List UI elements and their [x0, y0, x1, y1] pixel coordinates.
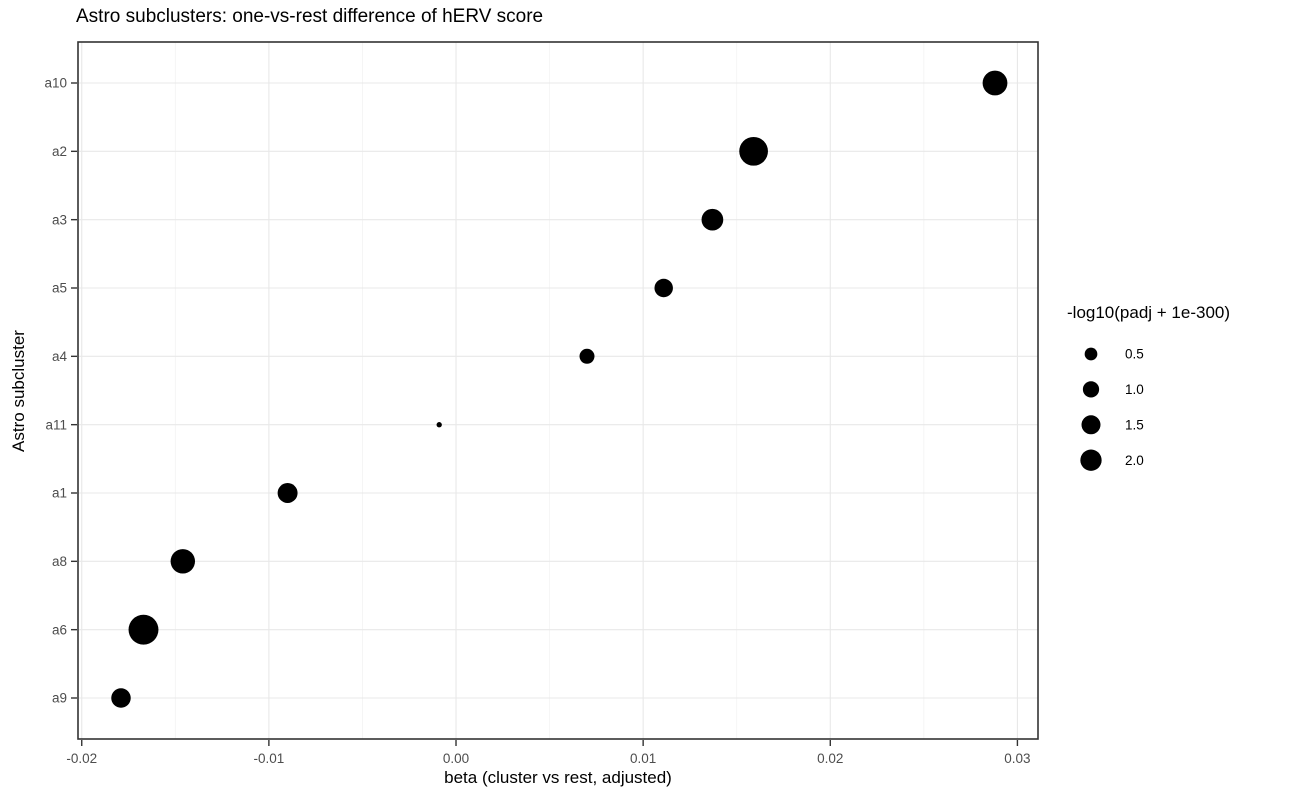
y-tick-label-a11: a11: [45, 417, 67, 432]
legend-dot: [1081, 415, 1101, 435]
data-point-a10: [982, 70, 1008, 96]
legend-dot: [1084, 347, 1098, 361]
y-tick-label-a10: a10: [44, 76, 67, 91]
data-point-a9: [111, 688, 131, 708]
panel-border: [77, 41, 1039, 740]
panel-frame-group: [77, 41, 1039, 740]
legend-label: 1.0: [1125, 382, 1144, 397]
y-tick-label-a3: a3: [52, 212, 67, 227]
legend-label: 1.5: [1125, 418, 1144, 433]
data-point-a3: [701, 208, 724, 231]
size-legend-group: 0.5 1.0 1.5 2.0: [1080, 347, 1144, 471]
tick-labels-group: -0.02 -0.01 0.00 0.01 0.02 0.03 a10 a2 a3 a5 a4 a11…: [44, 76, 1030, 766]
data-point-a5: [654, 278, 673, 298]
x-axis-title: beta (cluster vs rest, adjusted): [444, 768, 672, 787]
y-tick-label-a9: a9: [52, 691, 67, 706]
data-point-a11: [436, 422, 442, 428]
data-point-a6: [128, 614, 159, 645]
legend-title: -log10(padj + 1e-300): [1067, 303, 1231, 322]
x-tick-label: 0.03: [1004, 751, 1030, 766]
x-tick-label: -0.01: [253, 751, 284, 766]
data-point-a2: [739, 136, 768, 166]
grid-minor-group: [174, 42, 925, 739]
legend-label: 0.5: [1125, 347, 1144, 362]
y-tick-label-a2: a2: [52, 144, 67, 159]
x-tick-label: 0.02: [817, 751, 843, 766]
y-tick-label-a1: a1: [52, 486, 67, 501]
legend-dot: [1080, 449, 1102, 471]
tick-marks-group: [71, 82, 1019, 746]
chart-title: Astro subclusters: one-vs-rest differenc…: [76, 6, 544, 27]
y-tick-label-a4: a4: [52, 349, 68, 364]
x-tick-label: -0.02: [66, 751, 97, 766]
legend-label: 2.0: [1125, 453, 1144, 468]
y-tick-label-a5: a5: [52, 281, 67, 296]
data-points-group: [111, 70, 1008, 708]
data-point-a8: [170, 549, 196, 574]
y-tick-label-a8: a8: [52, 554, 67, 569]
x-tick-label: 0.01: [630, 751, 656, 766]
grid-major-group: [78, 42, 1038, 739]
x-tick-label: 0.00: [443, 751, 469, 766]
data-point-a4: [579, 348, 595, 364]
legend-dot: [1082, 381, 1100, 398]
y-axis-title: Astro subcluster: [9, 330, 28, 452]
y-tick-label-a6: a6: [52, 622, 67, 637]
data-point-a1: [277, 483, 298, 503]
